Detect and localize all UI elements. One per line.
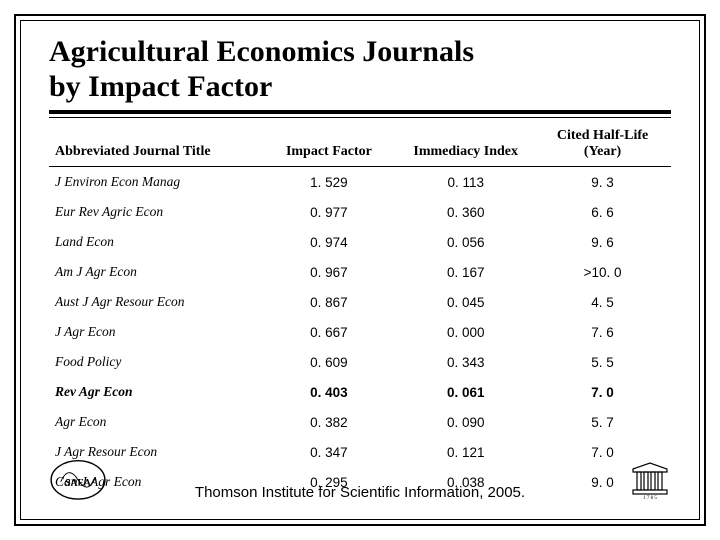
journal-title-cell: Am J Agr Econ [49, 257, 260, 287]
halflife-cell: >10. 0 [534, 257, 671, 287]
svg-text:1 7 8 5: 1 7 8 5 [643, 496, 657, 499]
journal-title-cell: Eur Rev Agric Econ [49, 197, 260, 227]
impact-factor-cell: 0. 609 [260, 347, 397, 377]
table-row: J Environ Econ Manag1. 5290. 1139. 3 [49, 167, 671, 198]
impact-factor-cell: 0. 974 [260, 227, 397, 257]
halflife-cell: 6. 6 [534, 197, 671, 227]
footer-citation: Thomson Institute for Scientific Informa… [21, 484, 699, 501]
table-header-row: Abbreviated Journal Title Impact Factor … [49, 124, 671, 167]
immediacy-index-cell: 0. 121 [397, 437, 534, 467]
halflife-cell: 5. 7 [534, 407, 671, 437]
halflife-cell: 9. 6 [534, 227, 671, 257]
table-row: Eur Rev Agric Econ0. 9770. 3606. 6 [49, 197, 671, 227]
table-row: Food Policy0. 6090. 3435. 5 [49, 347, 671, 377]
column-logo-icon: 1 7 8 5 [629, 461, 671, 499]
immediacy-index-cell: 0. 113 [397, 167, 534, 198]
saea-logo-icon: SAEA [49, 453, 107, 501]
halflife-cell: 7. 6 [534, 317, 671, 347]
col-header-halflife: Cited Half-Life (Year) [534, 124, 671, 167]
journal-title-cell: Rev Agr Econ [49, 377, 260, 407]
impact-factor-cell: 0. 967 [260, 257, 397, 287]
table-row: Aust J Agr Resour Econ0. 8670. 0454. 5 [49, 287, 671, 317]
col-header-title: Abbreviated Journal Title [49, 124, 260, 167]
title-line-1: Agricultural Economics Journals [49, 35, 474, 68]
impact-factor-cell: 0. 977 [260, 197, 397, 227]
journal-title-cell: J Agr Econ [49, 317, 260, 347]
col-header-impact: Impact Factor [260, 124, 397, 167]
table-row: J Agr Resour Econ0. 3470. 1217. 0 [49, 437, 671, 467]
halflife-cell: 4. 5 [534, 287, 671, 317]
table-row: Rev Agr Econ0. 4030. 0617. 0 [49, 377, 671, 407]
table-row: Am J Agr Econ0. 9670. 167>10. 0 [49, 257, 671, 287]
journal-title-cell: Agr Econ [49, 407, 260, 437]
immediacy-index-cell: 0. 343 [397, 347, 534, 377]
immediacy-index-cell: 0. 167 [397, 257, 534, 287]
journals-table: Abbreviated Journal Title Impact Factor … [49, 124, 671, 497]
immediacy-index-cell: 0. 045 [397, 287, 534, 317]
title-line-2: by Impact Factor [49, 70, 272, 103]
halflife-cell: 9. 3 [534, 167, 671, 198]
table-row: Land Econ0. 9740. 0569. 6 [49, 227, 671, 257]
immediacy-index-cell: 0. 000 [397, 317, 534, 347]
svg-text:SAEA: SAEA [65, 478, 91, 489]
halflife-cell: 5. 5 [534, 347, 671, 377]
page-title: Agricultural Economics Journals by Impac… [49, 35, 671, 104]
impact-factor-cell: 0. 347 [260, 437, 397, 467]
title-rule [49, 110, 671, 118]
inner-border: Agricultural Economics Journals by Impac… [20, 20, 700, 520]
journal-title-cell: Land Econ [49, 227, 260, 257]
journal-title-cell: Food Policy [49, 347, 260, 377]
table-body: J Environ Econ Manag1. 5290. 1139. 3Eur … [49, 167, 671, 498]
table-row: J Agr Econ0. 6670. 0007. 6 [49, 317, 671, 347]
impact-factor-cell: 0. 867 [260, 287, 397, 317]
impact-factor-cell: 1. 529 [260, 167, 397, 198]
journal-title-cell: Aust J Agr Resour Econ [49, 287, 260, 317]
journal-title-cell: J Environ Econ Manag [49, 167, 260, 198]
col-header-immediacy: Immediacy Index [397, 124, 534, 167]
immediacy-index-cell: 0. 056 [397, 227, 534, 257]
immediacy-index-cell: 0. 360 [397, 197, 534, 227]
impact-factor-cell: 0. 667 [260, 317, 397, 347]
immediacy-index-cell: 0. 090 [397, 407, 534, 437]
impact-factor-cell: 0. 403 [260, 377, 397, 407]
outer-border: Agricultural Economics Journals by Impac… [14, 14, 706, 526]
table-row: Agr Econ0. 3820. 0905. 7 [49, 407, 671, 437]
halflife-cell: 7. 0 [534, 377, 671, 407]
immediacy-index-cell: 0. 061 [397, 377, 534, 407]
impact-factor-cell: 0. 382 [260, 407, 397, 437]
